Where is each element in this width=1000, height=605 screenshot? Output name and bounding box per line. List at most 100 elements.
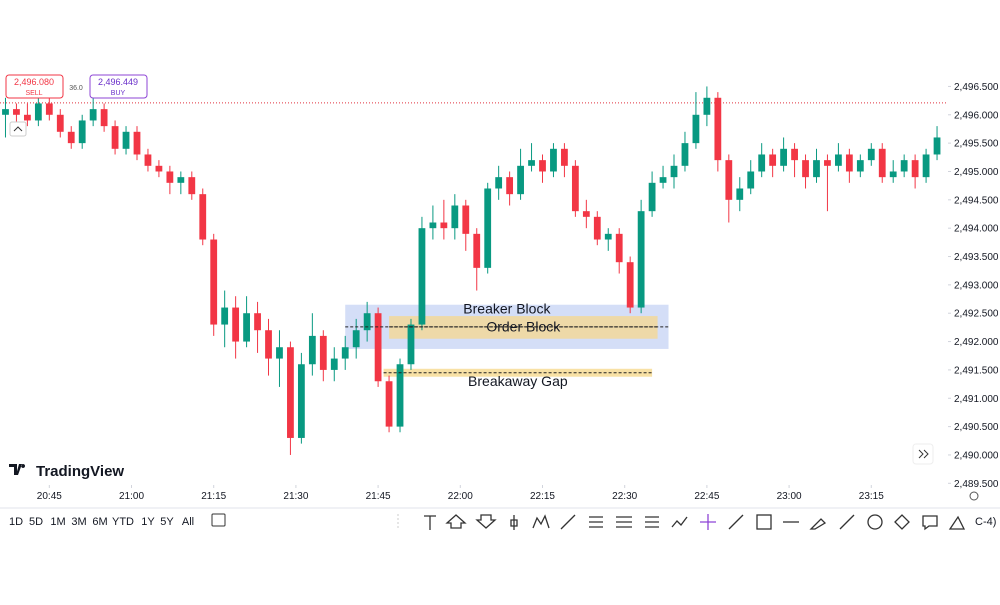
y-tick-label: 2,490.500 [954,422,999,433]
buy-label: BUY [111,90,126,97]
timeframe-button[interactable]: 1Y [141,516,155,528]
candle-body [319,335,327,370]
candle-body [188,177,196,195]
candle-body [791,148,798,161]
collapse-button[interactable] [9,121,27,137]
candle-body [495,177,503,189]
arrow-up-tool[interactable] [445,514,467,529]
zone-label: Breakaway Gap [468,373,568,389]
y-tick-label: 2,494.500 [954,195,999,206]
candle-body [67,131,75,144]
y-tick-label: 2,495.000 [954,167,999,178]
crosshair-tool[interactable] [700,514,716,530]
y-tick-label: 2,489.500 [954,479,999,490]
candle-body [166,171,174,183]
y-tick-label: 2,496.500 [954,82,999,93]
y-tick-label: 2,490.000 [954,450,999,461]
x-tick-label: 21:45 [366,491,391,502]
text-tool[interactable] [424,515,436,530]
candle-body [418,228,426,325]
zone [383,368,653,377]
candle-body [845,154,853,172]
candle-body [571,165,579,212]
buy-button[interactable] [89,74,148,99]
candle-body [725,160,733,200]
candle-body [835,154,842,166]
candle-body [780,148,788,166]
timeframe-bar: 1D 5D 1M 3M 6M YTD 1Y 5Y All [9,516,194,528]
candle-body [473,233,481,268]
ruler-tool[interactable] [728,514,744,530]
candle-body [265,330,272,359]
x-tick-label: 21:30 [283,491,308,502]
settings-icon[interactable] [969,491,979,501]
polyline-tool[interactable] [894,514,910,530]
candle-body [922,154,930,178]
candle-body [769,154,777,166]
candle-body [2,109,9,115]
rectangle-tool[interactable] [756,514,772,530]
timeframe-button[interactable]: YTD [112,516,134,528]
arrow-down-tool[interactable] [475,514,497,529]
candle-body [440,222,448,229]
path-tool[interactable] [671,516,688,528]
timeframe-button[interactable]: 1D [9,516,23,528]
pitchfork-tool[interactable] [616,516,632,528]
y-tick-label: 2,492.000 [954,337,999,348]
y-tick-label: 2,493.000 [954,280,999,291]
candle-body [900,160,908,172]
zone-label: Order Block [486,318,561,334]
timeframe-button[interactable]: 5Y [160,516,174,528]
candle-body [407,324,415,365]
candle-body [561,148,568,166]
brush-tool[interactable] [809,518,827,530]
candle-body [933,137,941,155]
sell-button[interactable] [5,74,64,99]
candle-body [867,148,875,161]
sell-price: 2,496.080 [14,77,54,87]
candle-body [747,171,755,189]
candle-body [89,109,97,121]
candle-body [341,347,349,359]
callout-tool[interactable] [922,515,938,531]
circle-tool[interactable] [867,514,883,530]
trend-line-tool[interactable] [560,514,576,530]
timeframe-button[interactable]: 5D [29,516,43,528]
fib-tool[interactable] [589,516,603,528]
timeframe-button[interactable]: 3M [71,516,86,528]
candle-body [352,330,360,348]
candle-body [144,154,152,166]
zone [389,316,658,339]
x-tick-label: 21:00 [119,491,144,502]
candle-body [911,160,919,178]
candle-body [100,109,108,127]
ray-tool[interactable] [839,514,855,530]
y-tick-label: 2,495.500 [954,139,999,150]
arc-tool[interactable] [948,515,966,530]
x-tick-label: 22:15 [530,491,555,502]
candle-body [451,205,459,229]
candle-body [462,205,470,234]
candle-body [155,165,163,172]
timeframe-button[interactable]: 6M [92,516,107,528]
candle-body [297,364,305,438]
candle-body [122,131,130,149]
scroll-icon [918,449,929,459]
candle-body [330,358,338,370]
date-range-icon[interactable] [211,513,226,527]
candle-body [802,160,809,178]
candle-body [615,233,623,263]
y-tick-label: 2,491.500 [954,365,999,376]
timeframe-button[interactable]: 1M [50,516,65,528]
timeframe-button[interactable]: All [182,516,194,528]
channel-tool[interactable] [645,516,659,528]
candle-body [111,126,119,149]
vertical-line-tool[interactable] [510,515,518,530]
candle-body [506,177,514,195]
pattern-tool[interactable] [532,514,550,529]
candle-body [582,211,590,217]
candle-body [604,233,612,240]
x-tick-label: 22:00 [448,491,473,502]
candle-body [878,148,886,178]
